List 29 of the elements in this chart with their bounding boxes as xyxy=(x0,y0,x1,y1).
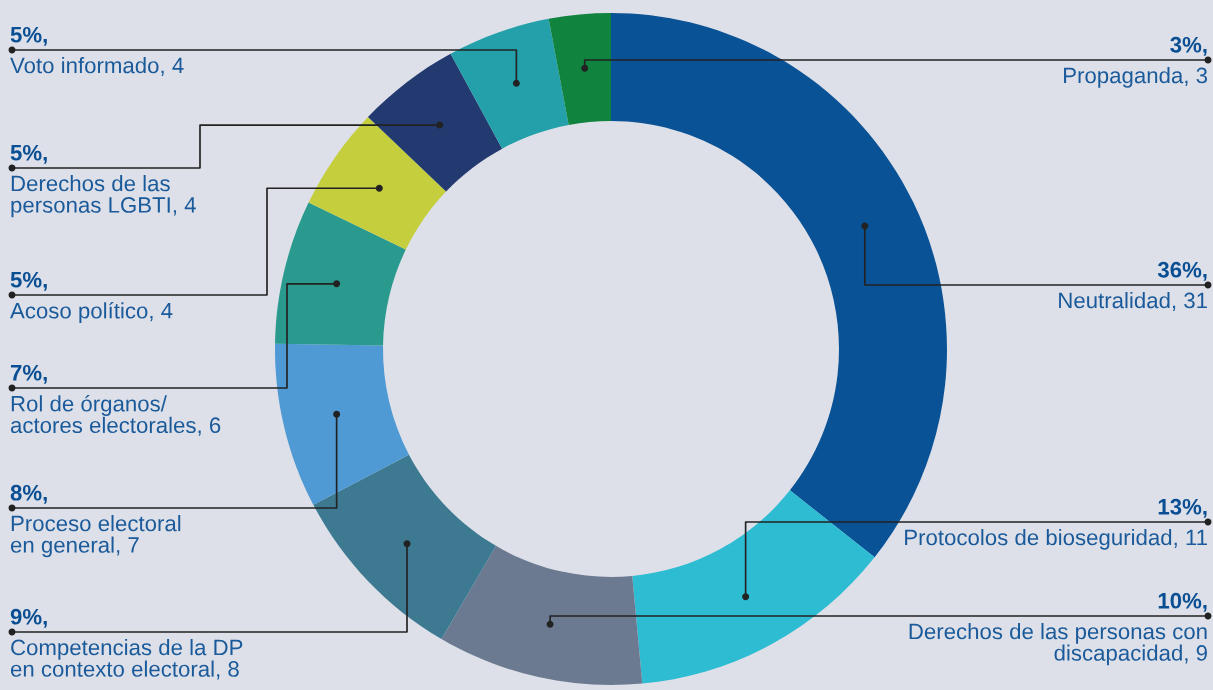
data-label: 9%, xyxy=(10,608,47,628)
slice-label: Neutralidad, 31 xyxy=(1059,292,1207,311)
data-label: 36%, xyxy=(1157,261,1207,281)
data-label: 13%, xyxy=(1158,498,1207,518)
slice-label: Derechos de las personas con discapacidad, 9 xyxy=(909,623,1207,666)
donut-slice xyxy=(450,18,569,149)
slice-label: Protocolos de bioseguridad, 11 xyxy=(905,529,1207,550)
data-label: 7%, xyxy=(10,364,47,384)
data-label: 5%, xyxy=(10,144,47,164)
slice-label: Acoso político, 4 xyxy=(10,302,173,323)
donut-slice xyxy=(308,117,447,250)
data-label: 8%, xyxy=(10,484,47,504)
donut-slice xyxy=(275,202,406,346)
slice-label: Derechos de las personas LGBTI, 4 xyxy=(11,175,196,218)
slice-label: Propaganda, 3 xyxy=(1064,67,1208,88)
slice-label: Competencias de la DP en contexto electoral, 8 xyxy=(10,639,243,680)
donut-slice xyxy=(548,13,611,125)
data-label: 5%, xyxy=(10,26,47,46)
donut-slice xyxy=(632,490,875,684)
data-label: 5%, xyxy=(10,271,47,291)
donut-slice xyxy=(275,343,409,505)
donut-slice xyxy=(441,545,643,685)
slice-label: Proceso electoral en general, 7 xyxy=(10,515,181,558)
slice-label: Voto informado, 4 xyxy=(10,57,184,76)
donut-slice xyxy=(367,53,503,192)
slice-label: Rol de órganos/ actores electorales, 6 xyxy=(10,395,221,436)
donut-slice xyxy=(313,454,496,640)
data-label: 10%, xyxy=(1158,592,1207,612)
data-label: 3%, xyxy=(1170,36,1207,56)
